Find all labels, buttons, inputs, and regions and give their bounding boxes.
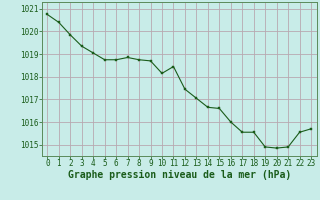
X-axis label: Graphe pression niveau de la mer (hPa): Graphe pression niveau de la mer (hPa) bbox=[68, 170, 291, 180]
